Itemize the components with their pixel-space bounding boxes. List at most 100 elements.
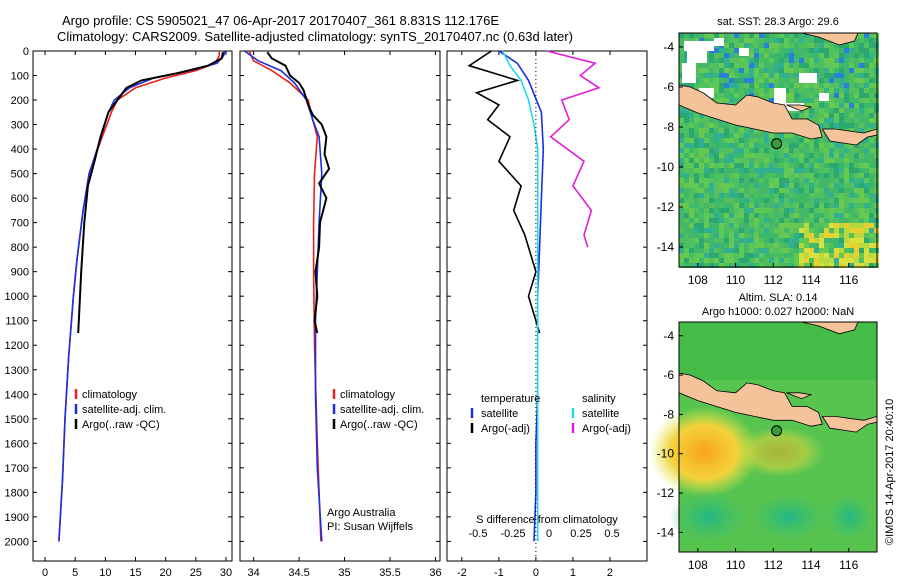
sst-cell [684,243,689,248]
x-tick-label: 34 [248,567,260,579]
sst-cell [779,263,784,268]
credit-text: ©IMOS 14-Apr-2017 20:40:10 [884,399,896,545]
sst-cell [819,153,824,158]
sst-cell [699,113,704,118]
sst-cell [714,63,719,68]
sst-cell [749,258,754,263]
sst-cell [724,263,729,268]
sst-cell [684,168,689,173]
sst-cell [714,128,719,133]
sst-cell [779,238,784,243]
sst-cell [804,53,809,58]
x-tick-label: 36 [429,567,441,579]
sst-cell [759,173,764,178]
sst-cell [714,138,719,143]
sst-cell [719,133,724,138]
sst-cell [714,118,719,123]
sst-cell [749,253,754,258]
legend-title: temperature [481,393,540,405]
sst-cell [689,223,694,228]
sst-cell [824,138,829,143]
sst-cell [834,158,839,163]
top-tick-label: -0.25 [500,528,525,540]
x-tick-label: -1 [494,567,504,579]
sst-cell [824,88,829,93]
sst-cell [759,143,764,148]
sst-cell [729,88,734,93]
sst-cell [709,213,714,218]
sst-cell [739,83,744,88]
series-line-salinity-satellite [501,50,539,542]
sst-cell [684,118,689,123]
sst-cell [749,68,754,73]
sst-cell [734,163,739,168]
sst-cell [679,123,684,128]
sst-cell [864,248,869,253]
sst-cell [784,178,789,183]
sst-cell [799,198,804,203]
sst-cell [844,113,849,118]
sst-cell [824,113,829,118]
sst-cell [859,163,864,168]
sst-cell [774,208,779,213]
sst-cell [819,58,824,63]
sst-cell [769,38,774,43]
sst-cell [734,198,739,203]
sst-cell [804,218,809,223]
sst-cell [814,233,819,238]
sst-cell [714,173,719,178]
sst-cell [814,198,819,203]
sst-cell [744,243,749,248]
sst-cell [689,203,694,208]
sst-cell [759,88,764,93]
sst-cell [679,183,684,188]
sst-cell [814,148,819,153]
sst-cell [859,228,864,233]
sst-cell [739,73,744,78]
sst-cell [724,183,729,188]
sst-cell [824,233,829,238]
sst-cell [819,178,824,183]
y-tick-label: 1400 [5,389,29,401]
sst-cell [824,263,829,268]
sst-cell [719,213,724,218]
sst-cell [679,168,684,173]
sst-cell [689,193,694,198]
sst-cell [799,98,804,103]
sst-cell [764,163,769,168]
sst-cell [709,228,714,233]
sst-cell [689,183,694,188]
sst-cell [769,53,774,58]
sst-cell [744,73,749,78]
sst-cell [859,58,864,63]
sst-cell [814,193,819,198]
sst-cell [719,238,724,243]
sst-cell [809,258,814,263]
sst-cell [724,43,729,48]
sst-cell [759,188,764,193]
sst-cell [699,183,704,188]
sst-cell [784,243,789,248]
header-line1: Argo profile: CS 5905021_47 06-Apr-2017 … [62,13,499,28]
sst-cell [834,68,839,73]
sst-cell [729,203,734,208]
sst-cell [789,163,794,168]
sst-cell [699,38,704,43]
sst-cell [794,243,799,248]
sst-cell [744,238,749,243]
sst-cell [834,213,839,218]
sst-cell [784,208,789,213]
sst-cell [864,233,869,238]
sst-cell [784,233,789,238]
sst-cell [769,83,774,88]
sst-cell [699,248,704,253]
sst-cell [754,228,759,233]
sst-cell [744,188,749,193]
sst-cell [784,68,789,73]
sst-cell [854,63,859,68]
y-tick-label: -8 [663,120,674,134]
sst-cell [779,33,784,38]
sst-cell [849,98,854,103]
sst-cell [719,218,724,223]
sst-cell [744,58,749,63]
